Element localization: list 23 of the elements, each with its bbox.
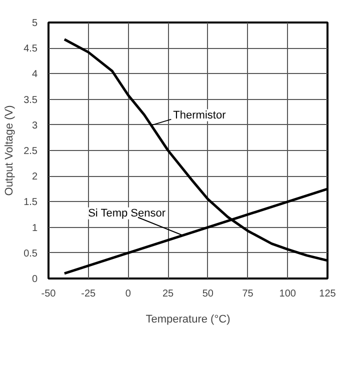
series-label: Si Temp Sensor xyxy=(88,207,166,220)
y-tick-label: 1.5 xyxy=(24,197,38,208)
x-axis-title: Temperature (°C) xyxy=(146,314,230,326)
x-tick-label: 125 xyxy=(319,288,336,300)
y-axis-title: Output Voltage (V) xyxy=(4,105,16,196)
x-tick-label: -50 xyxy=(41,288,56,300)
y-tick-label: 2.5 xyxy=(24,146,38,157)
y-tick-label: 3.5 xyxy=(24,94,38,106)
legend-label: Thermistor xyxy=(173,109,226,122)
x-tick-label: 75 xyxy=(242,288,254,300)
y-tick-label: 4.5 xyxy=(24,44,38,55)
y-tick-label: 0 xyxy=(32,274,38,285)
x-tick-label: -25 xyxy=(81,288,96,300)
x-tick-label: 25 xyxy=(162,288,174,300)
x-tick-label: 50 xyxy=(202,288,214,300)
y-tick-label: 5 xyxy=(32,18,38,29)
x-tick-label: 0 xyxy=(125,288,132,300)
y-tick-label: 1 xyxy=(32,222,38,234)
y-tick-label: 2 xyxy=(32,172,38,183)
y-tick-label: 4 xyxy=(32,69,38,80)
y-tick-label: 3 xyxy=(32,120,38,132)
x-tick-label: 100 xyxy=(279,288,296,300)
y-tick-label: 0.5 xyxy=(24,248,38,260)
